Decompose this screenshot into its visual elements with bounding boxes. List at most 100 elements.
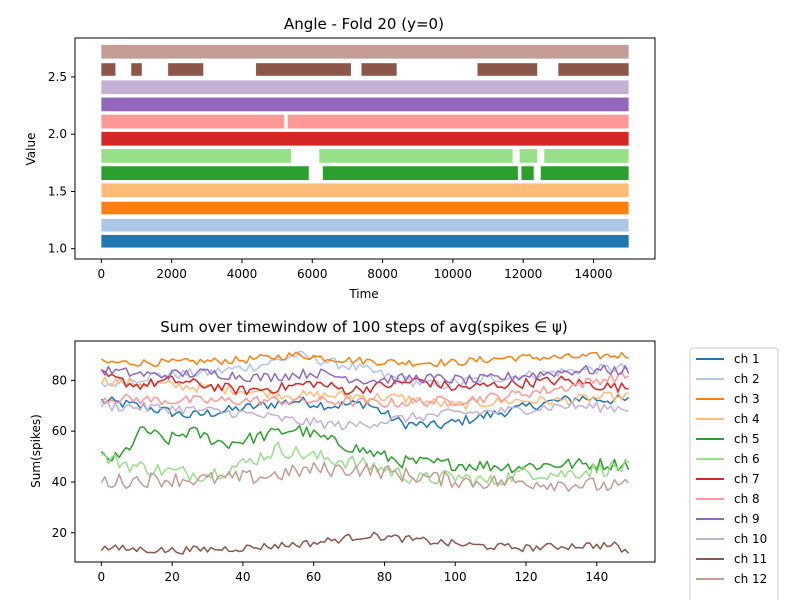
- legend-label: ch 5: [734, 432, 760, 446]
- band-ch-11-segment-1: [101, 63, 116, 76]
- bottom-y-tick-label: 20: [52, 526, 67, 540]
- line-ch-3: [100, 351, 629, 368]
- band-ch-5-segment-3: [521, 166, 534, 180]
- bottom-x-tick-label: 40: [235, 570, 250, 584]
- bottom-y-tick-label: 80: [52, 373, 67, 387]
- top-x-axis-label: Time: [348, 287, 378, 301]
- line-ch-5: [100, 424, 630, 474]
- line-ch-12: [100, 461, 630, 493]
- top-x-tick-label: 0: [98, 267, 106, 281]
- legend-item-ch-5: ch 5: [696, 432, 760, 446]
- top-x-tick-label: 4000: [227, 267, 258, 281]
- top-x-ticks: 0 2000 4000 6000 8000 10000 12000 14000: [98, 259, 613, 281]
- line-ch-11: [100, 531, 630, 555]
- line-ch-8: [100, 370, 629, 409]
- legend-label: ch 7: [734, 472, 760, 486]
- legend-item-ch-11: ch 11: [696, 552, 767, 566]
- band-ch-11-segment-5: [361, 63, 397, 76]
- band-ch-11-segment-7: [558, 63, 629, 76]
- legend-label: ch 10: [734, 532, 767, 546]
- legend-item-ch-9: ch 9: [696, 512, 760, 526]
- spikes-subplot: Sum over timewindow of 100 steps of avg(…: [29, 318, 656, 584]
- band-ch-8-segment-2: [287, 114, 629, 129]
- top-x-tick-label: 12000: [504, 267, 542, 281]
- band-ch-11-segment-3: [168, 63, 204, 76]
- band-ch-11-segment-6: [477, 63, 538, 76]
- legend: ch 1 ch 2 ch 3 ch 4 ch 5 ch 6 ch 7 ch 8 ch 9 ch 1…: [689, 347, 779, 600]
- bottom-x-tick-label: 80: [377, 570, 392, 584]
- legend-label: ch 1: [734, 352, 760, 366]
- top-y-axis-label: Value: [24, 133, 38, 166]
- top-y-tick-label: 1.0: [48, 242, 67, 256]
- band-ch-6-segment-2: [319, 149, 513, 163]
- top-x-tick-label: 6000: [297, 267, 328, 281]
- top-y-tick-label: 1.5: [48, 184, 67, 198]
- band-ch-5-segment-4: [540, 166, 629, 180]
- bottom-y-tick-label: 40: [52, 475, 67, 489]
- bottom-chart-lines: [100, 350, 630, 555]
- band-ch-8-segment-1: [101, 114, 285, 129]
- legend-box: [689, 347, 779, 600]
- band-ch-5-segment-1: [101, 166, 309, 180]
- line-ch-7: [101, 369, 629, 396]
- bottom-y-axis-label: Sum(spikes): [29, 414, 43, 488]
- band-ch-10-segment-1: [101, 80, 629, 95]
- line-ch-6: [101, 441, 630, 488]
- bottom-chart-title: Sum over timewindow of 100 steps of avg(…: [160, 318, 568, 336]
- bottom-y-ticks: 20 40 60 80: [52, 373, 75, 540]
- line-ch-4: [100, 376, 629, 411]
- legend-label: ch 4: [734, 412, 760, 426]
- legend-item-ch-7: ch 7: [696, 472, 760, 486]
- band-ch-4-segment-1: [101, 183, 629, 198]
- legend-item-ch-12: ch 12: [696, 572, 767, 586]
- legend-label: ch 8: [734, 492, 760, 506]
- band-ch-3-segment-1: [101, 201, 629, 215]
- top-y-tick-label: 2.5: [48, 70, 67, 84]
- band-ch-7-segment-1: [101, 131, 629, 146]
- line-ch-9: [100, 364, 630, 386]
- band-ch-1-segment-1: [101, 234, 629, 248]
- legend-label: ch 6: [734, 452, 760, 466]
- top-y-tick-label: 2.0: [48, 127, 67, 141]
- line-ch-10: [100, 401, 629, 431]
- legend-label: ch 2: [734, 372, 760, 386]
- bottom-x-tick-label: 100: [444, 570, 467, 584]
- bottom-x-ticks: 0 20 40 60 80 100 120 140: [98, 562, 608, 584]
- bottom-x-tick-label: 140: [585, 570, 608, 584]
- legend-item-ch-10: ch 10: [696, 532, 767, 546]
- top-plot-frame: [74, 37, 656, 260]
- band-ch-6-segment-1: [101, 149, 292, 163]
- bottom-y-tick-label: 60: [52, 424, 67, 438]
- band-ch-9-segment-1: [101, 97, 629, 112]
- legend-item-ch-8: ch 8: [696, 492, 760, 506]
- top-y-ticks: 1.0 1.5 2.0 2.5: [48, 70, 75, 256]
- band-ch-2-segment-1: [101, 218, 629, 232]
- bottom-x-tick-label: 60: [306, 570, 321, 584]
- band-ch-12-segment-1: [101, 44, 629, 59]
- band-ch-5-segment-2: [322, 166, 518, 180]
- band-ch-11-segment-2: [131, 63, 142, 76]
- angle-subplot: Angle - Fold 20 (y=0) 0 2000 4000 6000 8000 1…: [24, 15, 656, 301]
- top-chart-bands: [101, 44, 629, 248]
- bottom-x-tick-label: 120: [515, 570, 538, 584]
- legend-label: ch 3: [734, 392, 760, 406]
- top-chart-title: Angle - Fold 20 (y=0): [284, 15, 444, 33]
- legend-item-ch-2: ch 2: [696, 372, 760, 386]
- top-x-tick-label: 8000: [367, 267, 398, 281]
- top-x-tick-label: 14000: [574, 267, 612, 281]
- legend-label: ch 9: [734, 512, 760, 526]
- band-ch-11-segment-4: [256, 63, 351, 76]
- legend-item-ch-6: ch 6: [696, 452, 760, 466]
- legend-item-ch-4: ch 4: [696, 412, 760, 426]
- legend-label: ch 11: [734, 552, 767, 566]
- bottom-x-tick-label: 0: [98, 570, 106, 584]
- legend-item-ch-3: ch 3: [696, 392, 760, 406]
- legend-item-ch-1: ch 1: [696, 352, 760, 366]
- legend-label: ch 12: [734, 572, 767, 586]
- bottom-plot-frame: [74, 340, 656, 563]
- band-ch-6-segment-4: [544, 149, 629, 163]
- bottom-x-tick-label: 20: [164, 570, 179, 584]
- band-ch-6-segment-3: [519, 149, 538, 163]
- top-x-tick-label: 2000: [156, 267, 187, 281]
